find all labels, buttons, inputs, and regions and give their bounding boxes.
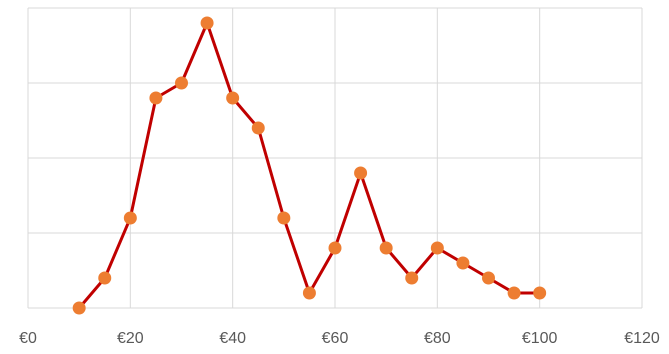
data-point-marker	[533, 286, 547, 300]
x-tick-label: €60	[322, 330, 349, 347]
data-point-marker	[379, 241, 393, 255]
x-tick-label: €100	[522, 330, 558, 347]
data-point-marker	[277, 211, 291, 225]
data-point-marker	[405, 271, 419, 285]
x-tick-label: €120	[624, 330, 660, 347]
x-tick-label: €40	[219, 330, 246, 347]
x-tick-label: €20	[117, 330, 144, 347]
data-point-marker	[482, 271, 495, 285]
data-point-marker	[72, 301, 86, 315]
data-point-marker	[430, 241, 444, 255]
data-point-marker	[226, 91, 240, 105]
series-group	[72, 16, 547, 315]
data-point-marker	[328, 241, 342, 255]
data-point-marker	[175, 76, 188, 90]
data-point-marker	[149, 91, 163, 105]
data-point-marker	[302, 286, 316, 300]
data-point-marker	[456, 256, 470, 270]
data-point-marker	[507, 286, 521, 300]
x-tick-label: €80	[424, 330, 451, 347]
data-point-marker	[98, 271, 112, 285]
x-axis-tick-labels: €0 €20 €40 €60 €80 €100 €120	[19, 330, 660, 347]
gridlines	[27, 7, 643, 309]
data-point-marker	[200, 16, 214, 30]
data-point-marker	[251, 121, 265, 135]
data-point-marker	[123, 211, 137, 225]
x-tick-label: €0	[19, 330, 37, 347]
data-point-marker	[354, 166, 368, 180]
